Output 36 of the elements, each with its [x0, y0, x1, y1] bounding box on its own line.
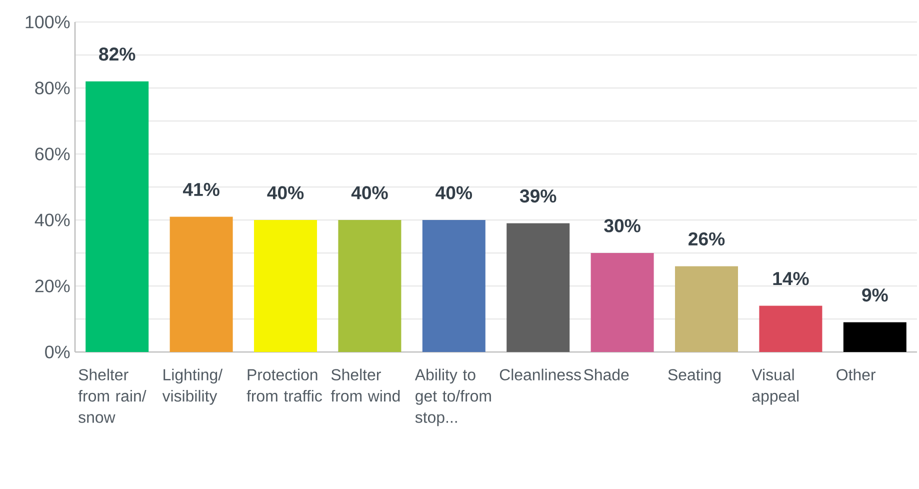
y-tick-label: 40% [34, 214, 70, 226]
x-tick-label: Ability to get to/from stop... [414, 368, 491, 426]
data-label: 14% [773, 272, 809, 286]
x-tick-label: Visual appeal [752, 368, 798, 405]
data-label: 30% [604, 219, 640, 232]
data-label: 40% [267, 186, 304, 200]
bar [590, 253, 654, 352]
bar [254, 220, 317, 352]
bar [843, 322, 906, 352]
data-label: 82% [99, 48, 136, 61]
x-tick-label: Protection from traffic [246, 368, 322, 402]
data-label: 39% [520, 189, 556, 203]
bar [86, 81, 149, 352]
x-tick-label: Cleanliness [500, 368, 581, 380]
data-label: 26% [688, 232, 725, 246]
y-tick-label: 80% [35, 82, 70, 94]
bar [506, 223, 570, 352]
x-tick-label: Seating [668, 368, 721, 384]
x-tick-label: Shade [584, 368, 629, 380]
y-tick-label: 20% [35, 280, 70, 292]
data-label: 40% [436, 186, 472, 200]
y-tick-label: 0% [45, 346, 70, 358]
bar [422, 220, 486, 352]
bar [675, 266, 738, 352]
bar [759, 306, 822, 352]
data-label: 41% [182, 182, 220, 196]
y-tick-label: 100% [26, 16, 70, 28]
y-tick-label: 60% [35, 148, 70, 160]
x-tick-label: Other [836, 368, 876, 380]
x-tick-label: Shelter from wind [330, 368, 400, 402]
bar [170, 216, 233, 352]
data-label: 9% [862, 288, 888, 302]
x-tick-label: Shelter from rain/snow [78, 368, 146, 423]
x-tick-label: Lighting/visibility [162, 368, 223, 405]
data-label: 40% [351, 186, 388, 200]
bar [338, 220, 402, 352]
